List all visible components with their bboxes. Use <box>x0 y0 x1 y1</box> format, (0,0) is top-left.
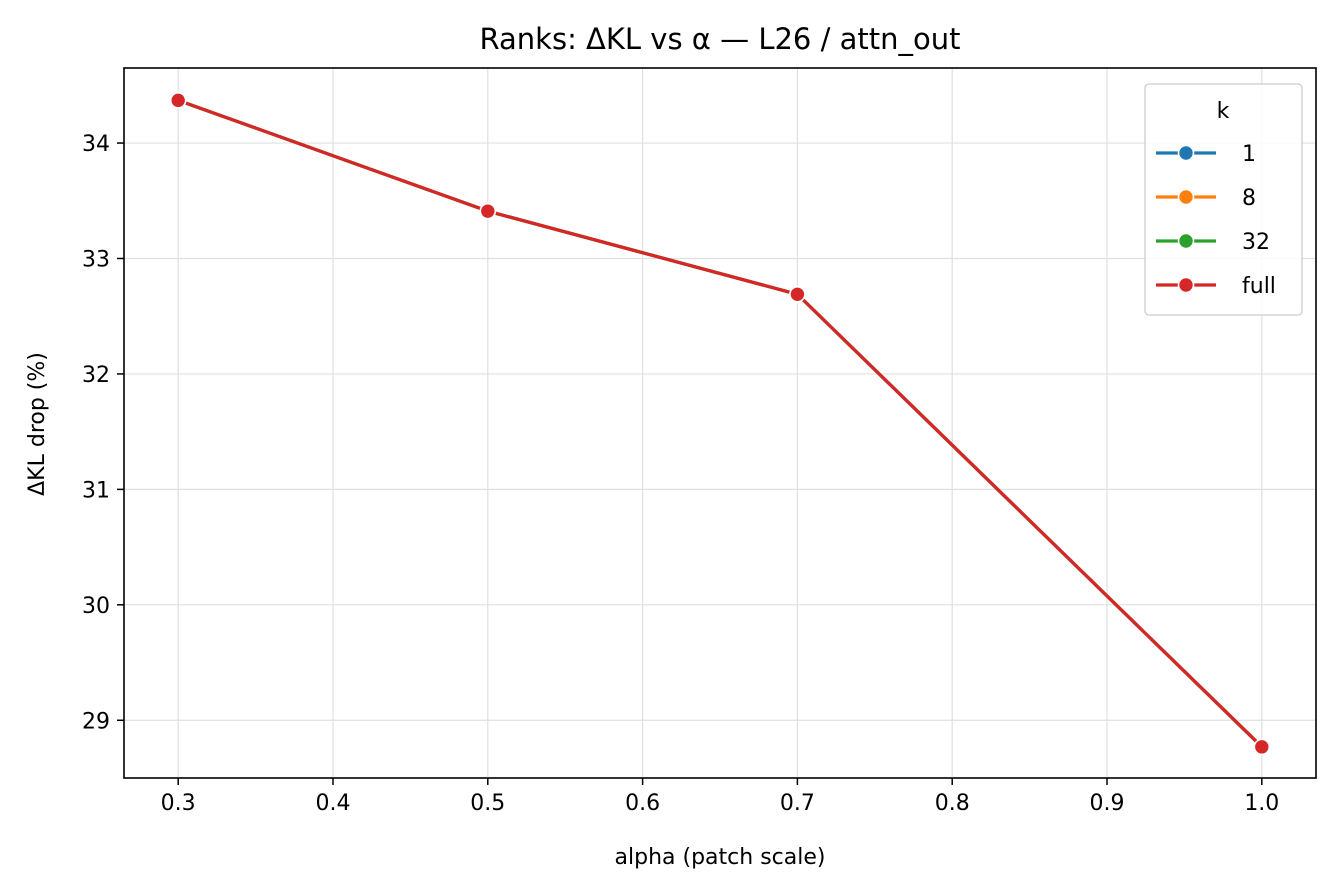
x-tick-label: 0.9 <box>1090 791 1125 816</box>
chart-title: Ranks: ΔKL vs α — L26 / attn_out <box>480 22 961 56</box>
legend-label: full <box>1242 274 1276 299</box>
legend-marker <box>1177 276 1195 294</box>
series-line <box>176 98 1264 749</box>
legend-entries: 1 8 32 full <box>1156 142 1276 299</box>
x-tick-label: 0.5 <box>470 791 505 816</box>
series-line <box>176 98 1264 749</box>
y-tick-label: 32 <box>82 363 110 388</box>
series-line <box>176 98 1264 749</box>
legend-entry: 8 <box>1156 186 1256 211</box>
x-tick-label: 1.0 <box>1244 791 1279 816</box>
y-axis-label: ΔKL drop (%) <box>25 352 50 496</box>
series-8 <box>169 92 1271 756</box>
y-tick-label: 31 <box>82 478 110 503</box>
data-point <box>169 92 187 109</box>
x-axis-label: alpha (patch scale) <box>615 845 826 870</box>
legend-label: 32 <box>1242 230 1270 255</box>
ticks: 0.3 0.4 0.5 0.6 0.7 0.8 0.9 1.0 29 30 31 32 33 34 <box>82 132 1279 816</box>
data-point <box>789 285 806 303</box>
legend-title: k <box>1217 99 1230 124</box>
plot-frame <box>123 67 1317 779</box>
legend: k 1 8 32 full <box>1144 83 1303 316</box>
legend-label: 8 <box>1242 186 1256 211</box>
series-1 <box>169 92 1271 756</box>
legend-entry: 1 <box>1156 142 1256 167</box>
grid <box>124 68 1316 778</box>
legend-entry: full <box>1156 274 1276 299</box>
y-tick-label: 29 <box>82 709 110 734</box>
legend-marker <box>1177 188 1195 206</box>
x-tick-label: 0.7 <box>780 791 815 816</box>
series-layer <box>169 92 1271 756</box>
data-point <box>1253 738 1271 756</box>
series-line <box>176 98 1264 749</box>
x-tick-label: 0.3 <box>161 791 196 816</box>
y-tick-label: 33 <box>82 247 110 272</box>
legend-marker <box>1177 144 1195 162</box>
legend-entry: 32 <box>1156 230 1270 255</box>
legend-label: 1 <box>1242 142 1256 167</box>
series-full <box>169 92 1271 756</box>
legend-box <box>1144 83 1303 316</box>
x-tick-label: 0.6 <box>625 791 660 816</box>
x-tick-label: 0.4 <box>315 791 350 816</box>
y-tick-label: 30 <box>82 594 110 619</box>
y-tick-label: 34 <box>82 132 110 157</box>
data-point <box>479 202 497 220</box>
legend-marker <box>1177 232 1195 250</box>
series-32 <box>169 92 1271 756</box>
x-tick-label: 0.8 <box>935 791 970 816</box>
